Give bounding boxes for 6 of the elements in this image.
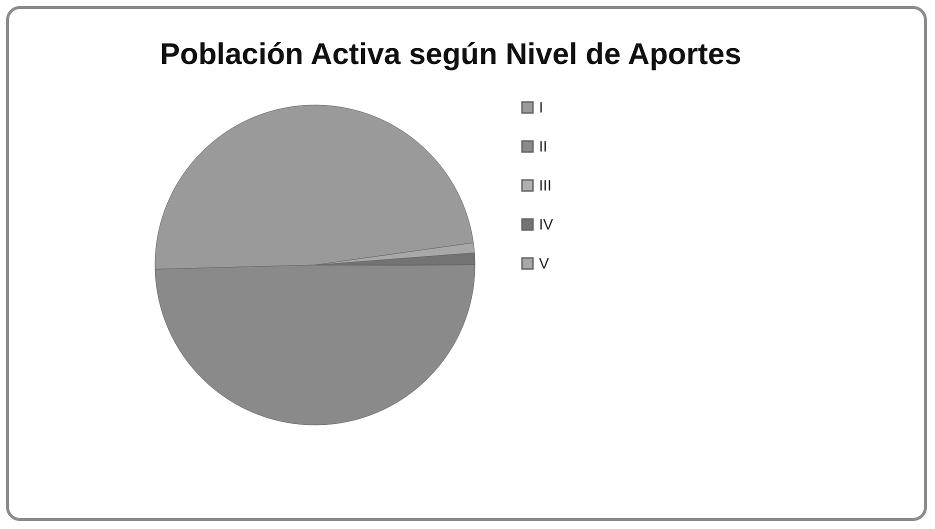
legend-label: II: [539, 138, 548, 156]
legend-label: III: [539, 178, 552, 194]
legend-label: I: [539, 100, 544, 116]
legend-label: IV: [539, 216, 554, 234]
chart-title: Población Activa según Nivel de Aportes: [160, 38, 742, 71]
legend-label: V: [539, 256, 550, 272]
